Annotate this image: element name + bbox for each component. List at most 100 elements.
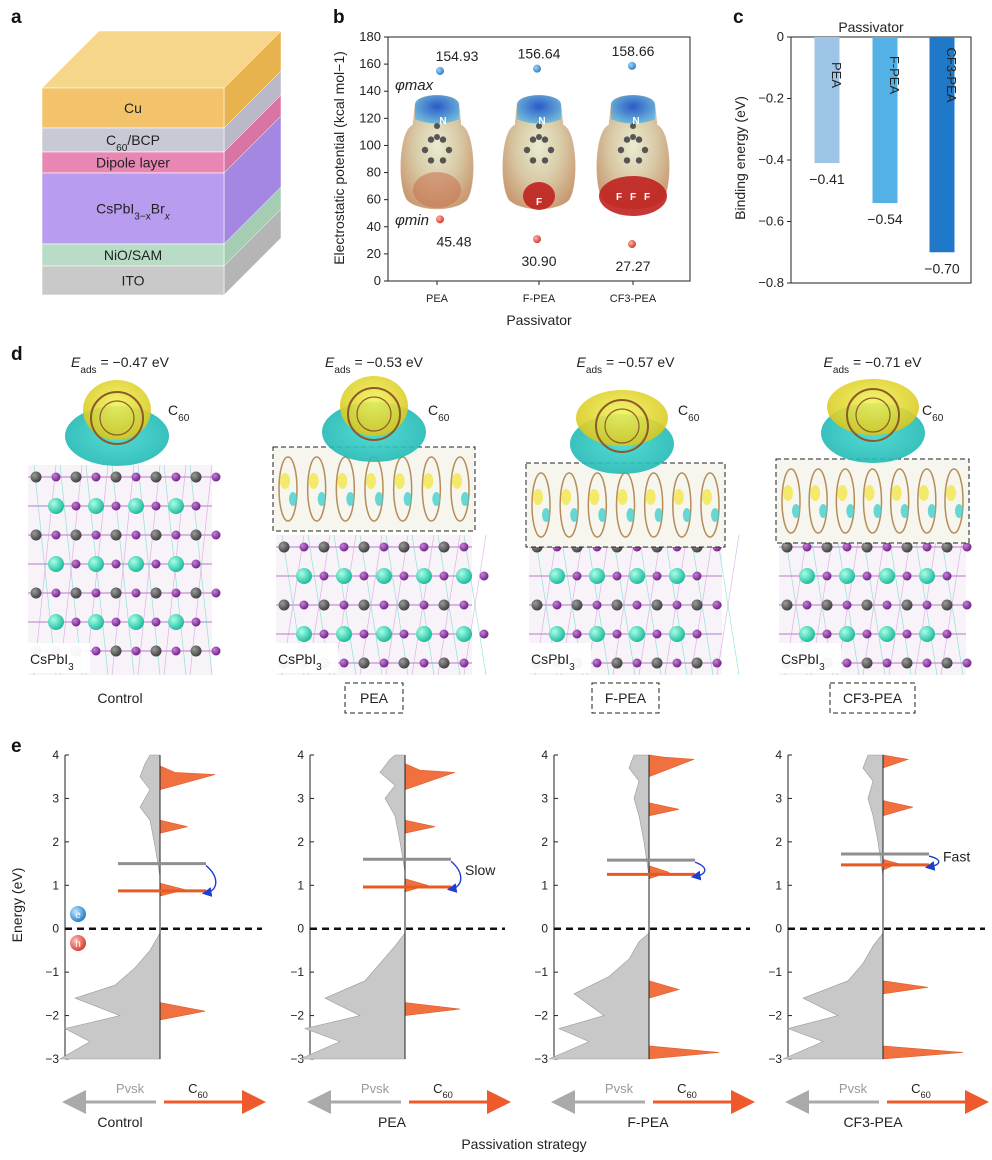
- adsorption-energy-label: Eads = −0.53 eV: [325, 354, 424, 376]
- c60-dos-area: [159, 755, 216, 1059]
- lead-atom: [438, 541, 450, 553]
- lead-atom: [358, 657, 370, 669]
- cesium-atom: [879, 626, 895, 642]
- passivator-molecule: [944, 468, 964, 534]
- iodine-atom: [882, 600, 892, 610]
- pvsk-dos-area: [782, 754, 884, 1060]
- esp-x-tick-label: PEA: [426, 293, 449, 305]
- esp-max-value-label: 158.66: [612, 43, 655, 59]
- iodine-atom: [632, 600, 642, 610]
- lead-atom: [861, 657, 873, 669]
- cesium-atom: [549, 568, 565, 584]
- esp-molecule: NF: [502, 95, 576, 210]
- panel-letter-e: e: [11, 736, 22, 757]
- electron-marker: [70, 906, 86, 922]
- pdos-y-tick-label: 0: [297, 922, 304, 936]
- passivation-strategy-label: Passivation strategy: [461, 1136, 586, 1152]
- c60-cage-inner: [356, 396, 392, 432]
- charge-accumulation-region: [827, 379, 919, 435]
- esp-carbon-atom: [439, 157, 447, 164]
- adsorption-energy-label: Eads = −0.47 eV: [71, 354, 170, 376]
- lead-atom: [901, 541, 913, 553]
- lead-atom: [861, 541, 873, 553]
- charge-accumulation: [918, 485, 929, 501]
- lattice-bond: [189, 464, 213, 676]
- charge-depletion: [289, 492, 297, 506]
- esp-y-axis-label: Electrostatic potential (kcal mol−1): [331, 51, 347, 265]
- cesium-atom: [128, 556, 144, 572]
- pdos-y-tick-label: 3: [52, 791, 59, 805]
- esp-min-point: [628, 240, 636, 249]
- structure-panel: Eads = −0.47 eV C60 CsPbI3 Control: [20, 354, 221, 706]
- lead-atom: [941, 657, 953, 669]
- iodine-atom: [131, 588, 141, 598]
- cesium-atom: [839, 568, 855, 584]
- stack-layer-label: Cu: [124, 100, 142, 116]
- pdos-y-tick-label: 2: [775, 835, 782, 849]
- iodine-atom: [692, 571, 702, 581]
- structure-caption: Control: [97, 690, 142, 706]
- iodine-atom: [71, 559, 81, 569]
- lattice-bond: [111, 464, 135, 676]
- lead-atom: [438, 599, 450, 611]
- substrate-label: CsPbI3: [278, 651, 322, 673]
- lead-atom: [651, 599, 663, 611]
- lead-atom: [150, 471, 162, 483]
- esp-y-tick-label: 40: [367, 219, 381, 234]
- pdos-panel-title: PEA: [378, 1114, 407, 1130]
- lead-atom: [190, 645, 202, 657]
- cesium-atom: [416, 626, 432, 642]
- cesium-atom: [919, 626, 935, 642]
- esp-atom-label: N: [538, 116, 545, 127]
- lead-atom: [30, 471, 42, 483]
- stack-layer-label: NiO/SAM: [104, 247, 162, 263]
- pdos-panel: −3 −2 −1 0 1 2 3 4 Pvsk C60 F-PEA: [534, 748, 755, 1130]
- cesium-atom: [629, 568, 645, 584]
- iodine-atom: [862, 571, 872, 581]
- esp-carbon-atom: [427, 136, 435, 143]
- esp-atom-label: F: [630, 192, 636, 203]
- iodine-atom: [191, 617, 201, 627]
- esp-carbon-atom: [434, 123, 440, 129]
- cesium-atom: [456, 568, 472, 584]
- iodine-atom: [902, 629, 912, 639]
- pdos-y-tick-label: 2: [52, 835, 59, 849]
- iodine-atom: [802, 542, 812, 552]
- iodine-atom: [379, 600, 389, 610]
- pvsk-label: Pvsk: [361, 1081, 390, 1096]
- passivator-molecule: [450, 456, 470, 522]
- charge-accumulation: [337, 473, 348, 489]
- stack-layer: [41, 265, 225, 296]
- cesium-atom: [296, 568, 312, 584]
- iodine-atom: [712, 658, 722, 668]
- charge-accumulation: [946, 485, 956, 501]
- pdos-y-tick-label: −2: [534, 1009, 548, 1023]
- c60-cage-inner: [99, 400, 135, 436]
- iodine-atom: [592, 658, 602, 668]
- iodine-atom: [131, 530, 141, 540]
- passivator-molecule: [559, 472, 579, 538]
- pdos-y-tick-label: 0: [775, 922, 782, 936]
- iodine-atom: [632, 658, 642, 668]
- passivator-molecule: [808, 468, 828, 534]
- esp-y-tick-label: 160: [359, 56, 381, 71]
- adsorption-energy-label: Eads = −0.71 eV: [824, 354, 923, 376]
- cesium-atom: [879, 568, 895, 584]
- charge-accumulation: [561, 489, 572, 505]
- esp-atom-label: F: [616, 192, 622, 203]
- esp-positive-region: [611, 95, 655, 124]
- c60-cage-inner: [855, 397, 891, 433]
- iodine-atom: [299, 600, 309, 610]
- cesium-atom: [296, 626, 312, 642]
- esp-y-tick-label: 0: [374, 273, 381, 288]
- pdos-y-tick-label: 4: [297, 748, 304, 762]
- substrate-label-bg: [268, 643, 338, 673]
- iodine-atom: [379, 542, 389, 552]
- lattice-bond: [612, 534, 636, 676]
- iodine-atom: [339, 542, 349, 552]
- lead-atom: [190, 471, 202, 483]
- charge-depletion: [317, 492, 326, 506]
- charge-depletion: [819, 504, 828, 518]
- iodine-atom: [111, 559, 121, 569]
